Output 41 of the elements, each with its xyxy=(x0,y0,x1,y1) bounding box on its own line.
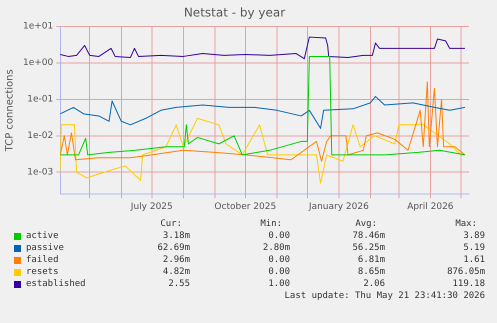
text: Cur: xyxy=(160,219,182,229)
legend-label: active xyxy=(26,231,59,241)
text: 4.82m xyxy=(162,267,190,277)
text: 3.18m xyxy=(162,231,190,241)
legend-label: resets xyxy=(26,267,59,277)
text: 0.00 xyxy=(268,255,290,265)
y-tick-label: 1e-01 xyxy=(27,94,54,105)
text: 2.55 xyxy=(168,279,190,289)
text: 6.81m xyxy=(358,255,385,265)
text: 2.06 xyxy=(363,279,385,289)
y-tick-label: 1e+01 xyxy=(22,22,54,32)
legend-label: passive xyxy=(26,243,64,253)
x-tick-label: October 2025 xyxy=(214,202,276,212)
legend-label: failed xyxy=(26,255,59,265)
text: 2.96m xyxy=(162,255,190,265)
text: 8.65m xyxy=(358,267,385,277)
text: 876.05m xyxy=(447,267,485,277)
x-tick-label: April 2026 xyxy=(407,202,454,212)
text: Min: xyxy=(260,219,282,229)
text: 5.19 xyxy=(463,243,485,253)
x-tick-label: July 2025 xyxy=(130,202,173,212)
text: 2.80m xyxy=(262,243,290,253)
text: 3.89 xyxy=(463,231,485,241)
y-axis-title: TCP connections xyxy=(4,69,16,152)
y-tick-label: 1e+00 xyxy=(22,58,54,68)
text: 1.00 xyxy=(268,279,290,289)
x-tick-label: January 2026 xyxy=(308,202,370,212)
text: 0.00 xyxy=(268,267,290,277)
text: 1.61 xyxy=(463,255,485,265)
legend-label: established xyxy=(26,279,86,289)
text: 0.00 xyxy=(268,231,290,241)
text: 56.25m xyxy=(352,243,385,253)
y-tick-label: 1e-03 xyxy=(27,168,54,178)
text: 62.69m xyxy=(157,243,190,253)
text: 78.46m xyxy=(352,231,385,241)
text: 119.18 xyxy=(452,279,485,289)
text: Last update: Thu May 21 23:41:30 2026 xyxy=(284,291,485,301)
y-tick-label: 1e-02 xyxy=(27,131,54,142)
chart-title: Netstat - by year xyxy=(184,5,286,20)
text: Max: xyxy=(455,219,477,229)
text: Avg: xyxy=(355,219,377,229)
